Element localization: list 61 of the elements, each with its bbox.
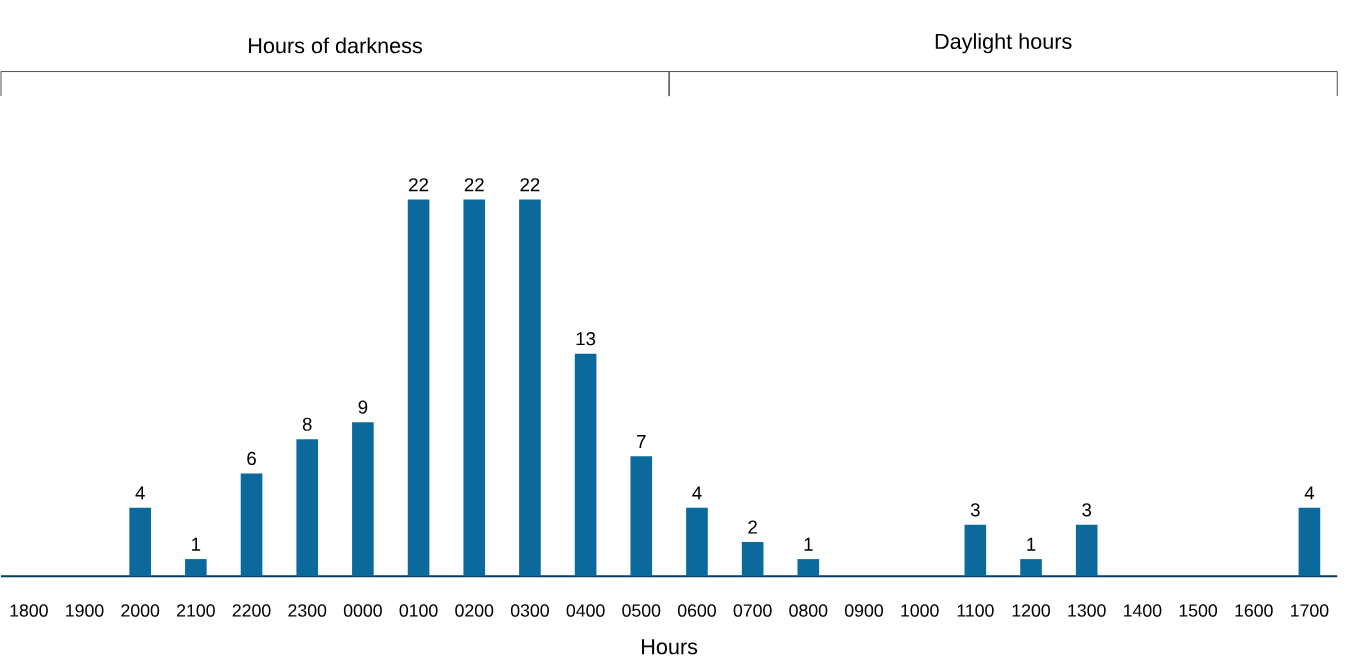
bar — [797, 559, 820, 577]
text: Daylight hours — [935, 33, 1072, 54]
bar — [1075, 524, 1098, 577]
x-tick-label: 2100 — [177, 604, 215, 617]
bar — [407, 199, 430, 577]
bar — [519, 199, 541, 577]
data-label: 1 — [192, 537, 201, 551]
data-label: 4 — [692, 486, 702, 500]
data-label: 13 — [576, 332, 596, 346]
x-tick-label: 0900 — [845, 604, 883, 617]
data-label: 8 — [302, 417, 312, 431]
data-label: 9 — [358, 400, 368, 414]
data-label: 2 — [748, 520, 757, 534]
x-tick-label: 2300 — [288, 604, 327, 617]
bar — [240, 473, 263, 577]
x-tick-label: 0000 — [343, 604, 382, 617]
x-tick-label: 1600 — [1235, 604, 1273, 617]
x-tick-label: 1400 — [1124, 604, 1162, 617]
bar — [741, 542, 764, 577]
x-tick-label: 1300 — [1068, 604, 1106, 617]
x-tick-label: 0300 — [510, 604, 549, 617]
x-tick-label: 0100 — [399, 604, 438, 617]
x-tick-label: 1100 — [957, 604, 994, 617]
bar — [185, 559, 207, 577]
data-label: 1 — [804, 537, 813, 551]
data-label: 4 — [1304, 486, 1315, 500]
x-tick-label: 0600 — [677, 604, 716, 617]
x-tick-label: 1000 — [901, 604, 939, 617]
x-tick-label: 0700 — [733, 604, 772, 617]
x-tick-label: 1200 — [1012, 604, 1051, 617]
x-tick-label: 0800 — [789, 604, 828, 617]
x-tick-label: 0400 — [566, 604, 605, 617]
x-tick-label: 2000 — [121, 604, 160, 617]
bar — [463, 199, 486, 577]
data-label: 6 — [247, 452, 256, 466]
x-tick-label: 1900 — [66, 604, 104, 617]
bar — [1020, 559, 1042, 577]
data-label: 3 — [970, 503, 980, 517]
x-tick-label: 0200 — [455, 604, 494, 617]
bar — [964, 524, 987, 577]
data-label: 3 — [1082, 503, 1092, 517]
x-tick-label: 0500 — [622, 604, 661, 617]
text: Hours of darkness — [249, 37, 422, 54]
x-tick-label: 1800 — [10, 604, 48, 617]
data-label: 22 — [464, 178, 484, 192]
bar — [574, 353, 597, 577]
data-label: 22 — [409, 178, 429, 192]
data-label: 1 — [1027, 537, 1036, 551]
bar — [296, 439, 319, 577]
bar — [352, 422, 374, 577]
data-label: 22 — [520, 178, 540, 192]
data-label: 4 — [135, 486, 145, 500]
x-tick-label: 2200 — [232, 604, 271, 617]
bar — [1298, 507, 1321, 577]
x-tick-label: 1700 — [1291, 604, 1329, 617]
bar — [686, 507, 708, 577]
bar — [129, 507, 151, 577]
x-axis-title: Hours — [642, 639, 698, 655]
data-label: 7 — [637, 435, 646, 449]
x-tick-label: 1500 — [1179, 604, 1218, 617]
bar — [630, 456, 653, 577]
